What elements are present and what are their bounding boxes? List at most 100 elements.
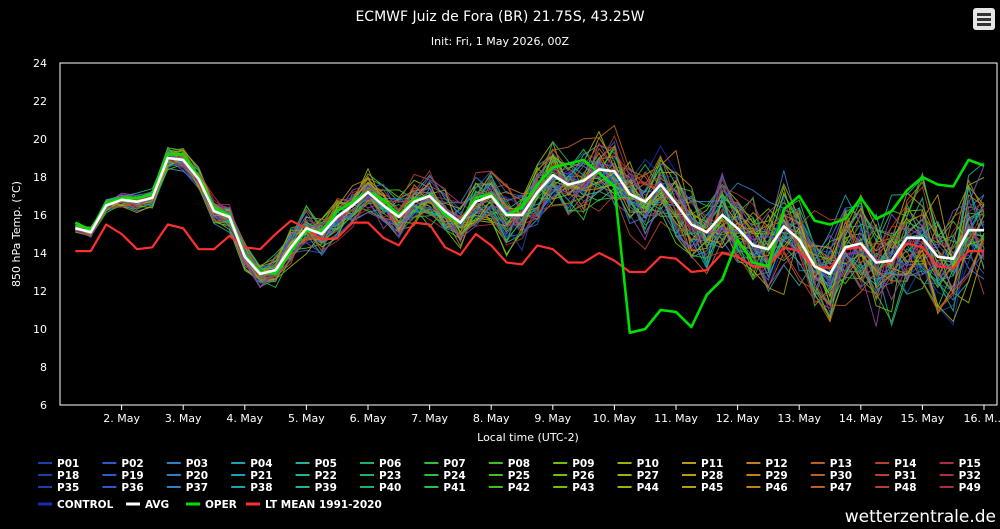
legend-item-p42[interactable]: P42 [508,482,530,494]
legend-item-p44[interactable]: P44 [637,482,659,494]
legend-item-p19[interactable]: P19 [121,470,143,482]
ensemble-member-line [75,152,985,305]
legend-item-p14[interactable]: P14 [894,458,916,470]
ensemble-member-line [75,154,985,288]
legend-item-p08[interactable]: P08 [508,458,530,470]
ensemble-member-line [75,146,985,324]
legend-item-p36[interactable]: P36 [121,482,143,494]
legend-item-p27[interactable]: P27 [637,470,659,482]
legend-item-p10[interactable]: P10 [637,458,659,470]
ensemble-member-line [75,145,985,326]
legend-item-p29[interactable]: P29 [765,470,787,482]
ensemble-member-line [75,144,985,289]
x-tick-label: 6. May [350,412,387,425]
ensemble-member-line [75,162,985,306]
legend-item-p12[interactable]: P12 [765,458,787,470]
x-axis-label: Local time (UTC-2) [477,431,579,444]
legend-item-p40[interactable]: P40 [379,482,401,494]
y-tick-label: 22 [33,95,47,108]
legend-item-p25[interactable]: P25 [508,470,530,482]
x-tick-label: 12. May [716,412,760,425]
legend-item-p09[interactable]: P09 [572,458,594,470]
chart-subtitle: Init: Fri, 1 May 2026, 00Z [431,35,570,48]
legend-item-p18[interactable]: P18 [57,470,79,482]
legend-item-p31[interactable]: P31 [894,470,916,482]
y-tick-label: 24 [33,57,47,70]
ensemble-member-line [75,147,985,323]
legend-item-p45[interactable]: P45 [701,482,723,494]
legend-item-p21[interactable]: P21 [250,470,272,482]
legend-item-p11[interactable]: P11 [701,458,723,470]
watermark: wetterzentrale.de [844,507,996,527]
ensemble-member-line [75,144,985,328]
legend-item-p23[interactable]: P23 [379,470,401,482]
legend-item-p37[interactable]: P37 [186,482,208,494]
legend-item-p01[interactable]: P01 [57,458,79,470]
y-axis-label: 850 hPa Temp. (°C) [10,181,23,287]
x-tick-label: 14. May [839,412,883,425]
legend-item-p06[interactable]: P06 [379,458,401,470]
plot-frame [59,62,998,406]
y-tick-label: 18 [33,171,47,184]
ensemble-member-line [75,151,985,323]
legend-item-control[interactable]: CONTROL [57,499,114,511]
legend-item-p30[interactable]: P30 [830,470,852,482]
y-tick-label: 12 [33,285,47,298]
x-tick-label: 15. May [901,412,945,425]
legend-item-p46[interactable]: P46 [765,482,787,494]
y-tick-label: 6 [40,399,47,412]
legend-item-p47[interactable]: P47 [830,482,852,494]
ensemble-member-line [75,156,985,313]
legend-item-oper[interactable]: OPER [205,499,237,511]
x-tick-label: 3. May [165,412,202,425]
x-tick-label: 2. May [103,412,140,425]
legend-item-p05[interactable]: P05 [315,458,337,470]
x-tick-label: 4. May [226,412,263,425]
x-tick-label: 13. May [777,412,821,425]
legend-item-p07[interactable]: P07 [443,458,465,470]
legend-item-p04[interactable]: P04 [250,458,272,470]
legend-item-p48[interactable]: P48 [894,482,916,494]
ensemble-member-line [75,149,985,318]
y-tick-label: 16 [33,209,47,222]
series-line-oper [74,152,985,335]
series-line-avg [75,156,984,276]
legend-item-p15[interactable]: P15 [959,458,981,470]
legend-item-p39[interactable]: P39 [315,482,337,494]
legend-item-p24[interactable]: P24 [443,470,465,482]
x-tick-label: 8. May [473,412,510,425]
legend-item-p03[interactable]: P03 [186,458,208,470]
main-series [74,152,985,335]
legend-item-p20[interactable]: P20 [186,470,208,482]
legend-item-p32[interactable]: P32 [959,470,981,482]
legend-item-p49[interactable]: P49 [959,482,981,494]
legend-item-lt-mean-1991-2020[interactable]: LT MEAN 1991-2020 [265,499,382,511]
ensemble-member-line [75,142,985,327]
legend-item-p41[interactable]: P41 [443,482,465,494]
y-tick-label: 10 [33,323,47,336]
legend-item-p28[interactable]: P28 [701,470,723,482]
x-tick-label: 9. May [534,412,571,425]
y-tick-label: 14 [33,247,47,260]
legend-item-p02[interactable]: P02 [121,458,143,470]
legend-item-p43[interactable]: P43 [572,482,594,494]
legend-item-p38[interactable]: P38 [250,482,272,494]
y-tick-label: 8 [40,361,47,374]
ensemble-member-line [75,162,985,278]
x-tick-label: 5. May [288,412,325,425]
x-tick-label: 16. M... [964,412,1000,425]
x-tick-label: 10. May [593,412,637,425]
ensemble-member-line [75,153,985,323]
legend-item-p13[interactable]: P13 [830,458,852,470]
hamburger-menu-icon[interactable] [973,8,995,30]
legend-item-p26[interactable]: P26 [572,470,594,482]
y-axis: 6 8 10 12 14 16 18 20 22 24 [33,57,47,412]
chart-title: ECMWF Juiz de Fora (BR) 21.75S, 43.25W [355,9,644,25]
legend-item-p35[interactable]: P35 [57,482,79,494]
legend-item-avg[interactable]: AVG [145,499,169,511]
ensemble-member-line [75,155,985,289]
x-tick-label: 7. May [411,412,448,425]
x-axis: 2. May 3. May 4. May 5. May 6. May 7. May 8. M… [103,405,1000,425]
legend-item-p22[interactable]: P22 [315,470,337,482]
ensemble-members [75,124,985,328]
